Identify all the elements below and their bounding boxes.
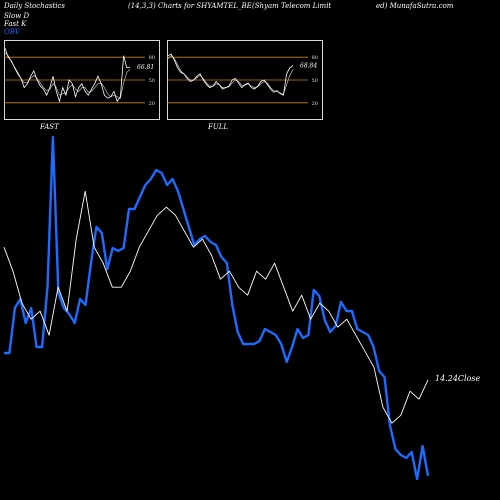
- full-panel-label: FULL: [208, 123, 229, 131]
- legend: Slow D Fast K OBV: [4, 12, 29, 36]
- full-y-tick: 20: [312, 101, 318, 107]
- full-y-tick: 80: [312, 55, 318, 61]
- full-fast-k-line: [167, 53, 294, 96]
- fast-last-value: 66.81: [137, 64, 154, 71]
- fast-y-tick: 80: [149, 55, 155, 61]
- site-label: ed) MunafaSutra.com: [376, 2, 454, 10]
- fast-y-tick: 20: [149, 101, 155, 107]
- fast-y-tick: 50: [149, 78, 155, 84]
- legend-obv: OBV: [4, 28, 20, 36]
- obv-line: [4, 135, 430, 481]
- legend-fast-k: Fast K: [4, 20, 27, 28]
- params-label: (14,3,3) Charts for SHYAMTEL_BE: [128, 2, 252, 10]
- close-price-label: 14.24Close: [435, 374, 481, 383]
- full-slow-d-line: [167, 55, 294, 95]
- legend-slow-d: Slow D: [4, 12, 30, 20]
- fast-fast-k-line: [4, 47, 131, 103]
- company-label: (Shyam Telecom Limit: [252, 2, 332, 10]
- full-y-tick: 50: [312, 78, 318, 84]
- chart-type-label: Daily Stochastics: [4, 2, 66, 10]
- close-price-line: [3, 190, 429, 424]
- fast-panel-label: FAST: [40, 123, 59, 131]
- fast-slow-d-line: [4, 52, 131, 99]
- full-last-value: 68.84: [300, 63, 317, 70]
